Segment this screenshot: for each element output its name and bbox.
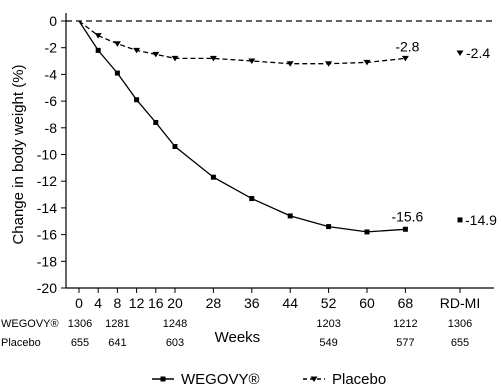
y-tick-label: -10 xyxy=(37,147,57,163)
annotation-wegovy-week68: -15.6 xyxy=(391,208,423,224)
annotations: -15.6 -14.9 -2.8 -2.4 xyxy=(391,38,497,228)
y-tick-label: -4 xyxy=(45,66,58,82)
y-tick-label: -8 xyxy=(45,120,58,136)
x-tick-label: 52 xyxy=(321,295,337,311)
n-at-risk-count: 603 xyxy=(166,337,184,349)
data-point xyxy=(364,229,370,235)
y-tick-label: -18 xyxy=(37,253,57,269)
y-axis-label: Change in body weight (%) xyxy=(10,64,27,244)
data-point xyxy=(133,47,141,54)
data-point xyxy=(363,59,371,66)
data-point xyxy=(114,70,120,76)
x-tick-label: 68 xyxy=(398,295,414,311)
data-point xyxy=(172,143,178,149)
data-point xyxy=(209,55,217,62)
y-tick-label: -6 xyxy=(45,93,58,109)
data-point xyxy=(326,224,332,230)
series-placebo xyxy=(78,20,464,67)
data-point xyxy=(287,213,293,219)
series-group xyxy=(78,20,464,235)
legend-marker-placebo xyxy=(310,376,318,382)
n-at-risk-count: 1212 xyxy=(393,318,417,330)
x-tick-label: 16 xyxy=(148,295,164,311)
n-at-risk-count: 577 xyxy=(396,337,414,349)
data-point-rdmi xyxy=(456,50,464,57)
annotation-wegovy-rdmi: -14.9 xyxy=(465,212,497,228)
y-tick-label: 0 xyxy=(49,13,57,29)
x-tick-label: 28 xyxy=(206,295,222,311)
data-point xyxy=(134,97,140,103)
data-point xyxy=(94,33,102,39)
n-at-risk-count: 1203 xyxy=(316,318,340,330)
n-at-risk-count: 655 xyxy=(451,337,469,349)
x-tick-label: 0 xyxy=(75,295,83,311)
data-point xyxy=(95,47,101,53)
series-line xyxy=(78,20,406,65)
data-point xyxy=(325,61,333,67)
x-tick-label: 4 xyxy=(94,295,102,311)
series-wegovy xyxy=(78,20,463,235)
x-tick-label: 60 xyxy=(359,295,375,311)
data-point xyxy=(153,119,159,125)
data-point xyxy=(113,41,121,47)
n-at-risk-count: 1281 xyxy=(105,318,129,330)
x-ticks: 0 4 8 12 16 20 28 36 44 52 60 68 RD-MI xyxy=(75,288,480,311)
y-ticks: 0 -2 -4 -6 -8 -10 -12 -14 -16 -18 -20 xyxy=(37,13,66,296)
y-tick-label: -14 xyxy=(37,200,57,216)
n-at-risk-count: 655 xyxy=(71,337,89,349)
data-point xyxy=(171,55,179,62)
series-line xyxy=(78,20,406,233)
data-point-rdmi xyxy=(457,217,463,223)
x-tick-label: 12 xyxy=(129,295,145,311)
n-at-risk-count: 549 xyxy=(319,337,337,349)
x-axis-label: Weeks xyxy=(215,329,261,346)
x-tick-label-rdmi: RD-MI xyxy=(440,295,480,311)
data-point xyxy=(249,196,255,202)
n-at-risk-row-label: Placebo xyxy=(1,337,41,349)
legend: WEGOVY® Placebo xyxy=(152,371,386,388)
data-point xyxy=(152,51,160,58)
legend-label-placebo: Placebo xyxy=(332,371,386,388)
x-tick-label: 36 xyxy=(244,295,260,311)
legend-marker-wegovy xyxy=(160,376,166,382)
x-tick-label: 20 xyxy=(167,295,183,311)
data-point xyxy=(402,226,408,232)
n-at-risk-count: 1306 xyxy=(448,318,472,330)
y-tick-label: -20 xyxy=(37,280,57,296)
y-tick-label: -12 xyxy=(37,173,57,189)
n-at-risk-count: 1248 xyxy=(163,318,187,330)
y-tick-label: -16 xyxy=(37,227,57,243)
y-tick-label: -2 xyxy=(45,40,58,56)
legend-label-wegovy: WEGOVY® xyxy=(181,371,260,388)
n-at-risk-count: 1306 xyxy=(68,318,92,330)
data-point xyxy=(401,55,409,62)
data-point xyxy=(248,58,256,65)
n-at-risk-table: WEGOVY® 1306 1281 1248 1203 1212 1306 Placebo 65… xyxy=(1,318,472,349)
data-point xyxy=(210,174,216,180)
data-point xyxy=(286,61,294,67)
axes xyxy=(65,13,494,289)
x-tick-label: 44 xyxy=(282,295,298,311)
annotation-placebo-week68: -2.8 xyxy=(395,38,419,54)
n-at-risk-row-label: WEGOVY® xyxy=(1,318,59,330)
annotation-placebo-rdmi: -2.4 xyxy=(466,45,490,61)
x-tick-label: 8 xyxy=(114,295,122,311)
n-at-risk-count: 641 xyxy=(108,337,126,349)
